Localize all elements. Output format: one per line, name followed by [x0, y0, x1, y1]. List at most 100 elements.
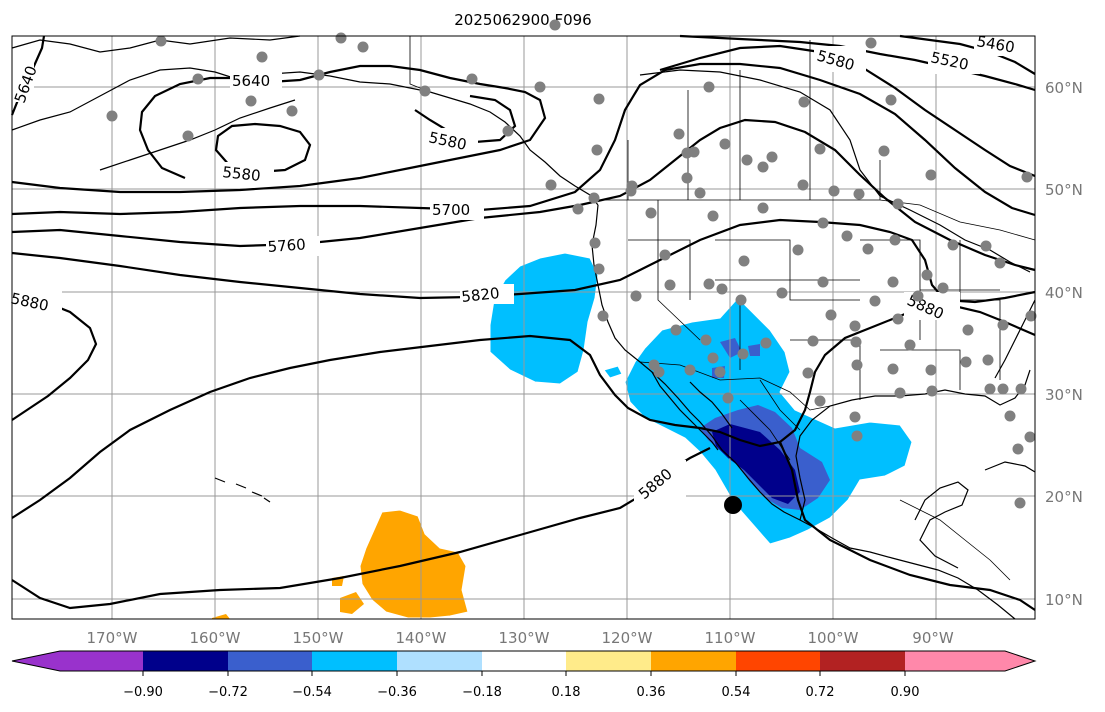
station-marker [313, 69, 325, 81]
shaded-anomaly [212, 252, 913, 619]
station-marker [887, 276, 899, 288]
station-marker [817, 217, 829, 229]
station-marker [817, 276, 829, 288]
station-marker [962, 324, 974, 336]
station-marker [889, 234, 901, 246]
station-markers [106, 19, 1037, 509]
border-canada-us [598, 199, 1036, 241]
coast-cuba [984, 461, 1036, 473]
station-marker [589, 237, 601, 249]
anomaly-mid-blue-north [712, 338, 760, 378]
station-marker [466, 73, 478, 85]
station-marker [106, 110, 118, 122]
station-marker [741, 154, 753, 166]
station-marker [694, 187, 706, 199]
colorbar-tick-label: −0.36 [377, 685, 417, 700]
station-marker [926, 385, 938, 397]
contour-5580-loop [214, 122, 312, 174]
coast-alaska [11, 67, 599, 206]
colorbar: −0.90 −0.72 −0.54 −0.36 −0.18 0.18 0.36 0.54 0.7… [11, 650, 1037, 700]
station-marker [997, 383, 1009, 395]
station-marker [878, 145, 890, 157]
station-marker [947, 239, 959, 251]
station-marker [776, 287, 788, 299]
lon-label-140w: 140°W [396, 629, 447, 647]
station-marker [714, 366, 726, 378]
station-marker [1012, 443, 1024, 455]
colorbar-tick-label: 0.18 [552, 685, 581, 700]
station-marker [707, 210, 719, 222]
colorbar-segment [312, 651, 397, 671]
station-marker [994, 257, 1006, 269]
station-marker [593, 263, 605, 275]
lon-label-100w: 100°W [808, 629, 859, 647]
contour-5820 [11, 218, 1036, 304]
station-marker [192, 73, 204, 85]
station-marker [286, 105, 298, 117]
station-marker [572, 203, 584, 215]
colorbar-extend-max [1005, 651, 1035, 671]
station-marker [760, 337, 772, 349]
colorbar-segments [12, 651, 1035, 671]
station-marker [825, 309, 837, 321]
map-frame [11, 35, 1036, 620]
station-marker [688, 146, 700, 158]
colorbar-segment [60, 651, 143, 671]
contour-5520 [679, 34, 1036, 92]
contour-label-5640-a: 5640 [232, 72, 270, 90]
coast-gulf [795, 369, 1031, 521]
contour-5760 [11, 118, 1036, 272]
colorbar-tick-label: −0.18 [462, 685, 502, 700]
lon-label-120w: 120°W [602, 629, 653, 647]
station-marker [593, 93, 605, 105]
station-marker [862, 243, 874, 255]
station-marker [757, 161, 769, 173]
station-marker [997, 319, 1009, 331]
coast-yucatan [914, 481, 969, 569]
contour-labels: 5640 5640 5580 5580 5580 5520 5460 5700 … [9, 32, 1026, 503]
station-marker [814, 395, 826, 407]
station-marker [502, 125, 514, 137]
station-marker [256, 51, 268, 63]
station-marker [545, 179, 557, 191]
station-marker [851, 359, 863, 371]
colorbar-segment [820, 651, 905, 671]
station-marker [887, 363, 899, 375]
station-marker [1015, 383, 1027, 395]
anomaly-deep-blue [712, 424, 800, 504]
latitude-labels: 60°N 50°N 40°N 30°N 20°N 10°N [1045, 79, 1083, 609]
colorbar-ticks: −0.90 −0.72 −0.54 −0.36 −0.18 0.18 0.36 0.54 0.7… [123, 671, 919, 700]
contour-5880-main [11, 303, 1036, 519]
station-marker [738, 255, 750, 267]
station-marker [684, 364, 696, 376]
station-marker [892, 313, 904, 325]
border-central-america [899, 499, 1011, 581]
station-marker [851, 430, 863, 442]
station-marker [814, 143, 826, 155]
station-marker [807, 335, 819, 347]
colorbar-segment [143, 651, 228, 671]
station-marker [716, 283, 728, 295]
border-provinces [627, 40, 881, 200]
station-marker [335, 32, 347, 44]
station-marker [670, 324, 682, 336]
colorbar-tick-label: −0.54 [292, 685, 332, 700]
station-marker [828, 185, 840, 197]
coast-hawaii [214, 477, 271, 503]
contour-label-5580-a: 5580 [222, 163, 262, 185]
graticule [12, 36, 1035, 619]
station-marker [419, 85, 431, 97]
station-marker [853, 188, 865, 200]
lon-label-130w: 130°W [499, 629, 550, 647]
station-marker [797, 179, 809, 191]
anomaly-orange [359, 509, 469, 619]
station-marker [885, 94, 897, 106]
political-borders [409, 36, 1036, 581]
station-marker [664, 279, 676, 291]
contour-5580-east [659, 44, 1036, 178]
colorbar-segment [736, 651, 820, 671]
station-marker [904, 339, 916, 351]
station-marker [630, 290, 642, 302]
station-marker [1025, 310, 1037, 322]
station-marker [798, 96, 810, 108]
